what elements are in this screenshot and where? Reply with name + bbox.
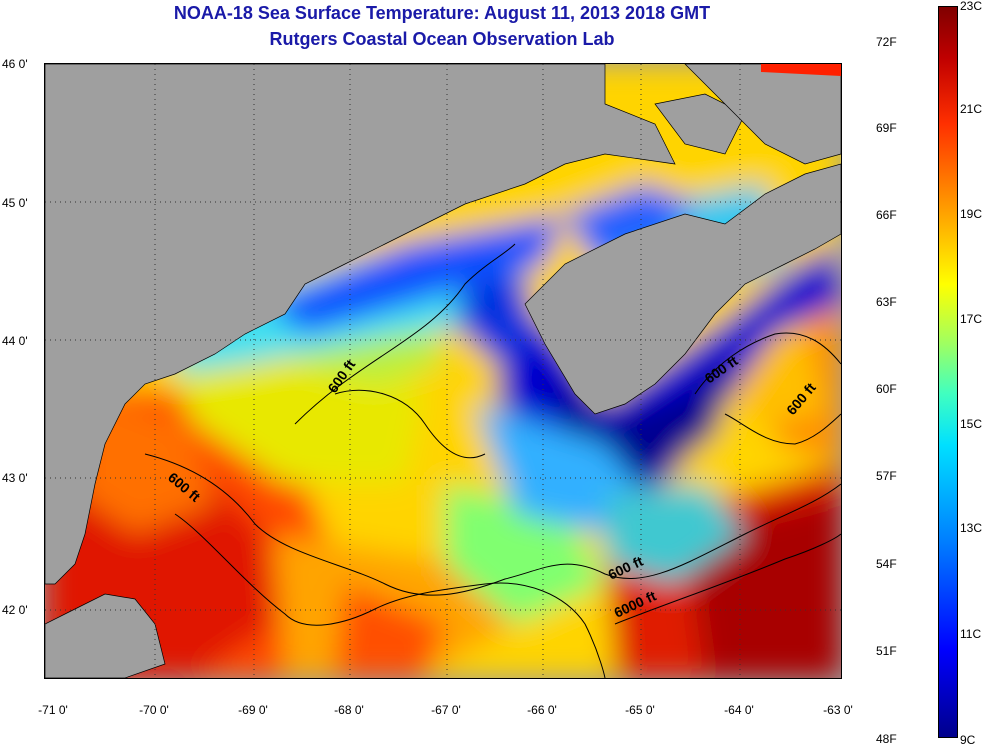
colorbar-c-label: 9C: [960, 733, 976, 747]
colorbar-c-label: 15C: [960, 417, 983, 431]
colorbar-c-label: 21C: [960, 102, 983, 116]
sst-map: 600 ft 600 ft 600 ft 600 ft 600 ft 6000 …: [44, 63, 842, 679]
lon-label: -66 0': [527, 703, 557, 717]
colorbar-f-label: 63F: [876, 295, 897, 309]
lat-label: 42 0': [2, 603, 28, 617]
lon-label: -67 0': [431, 703, 461, 717]
lon-label: -63 0': [823, 703, 853, 717]
colorbar-c-label: 23C: [960, 0, 983, 13]
colorbar-f-label: 66F: [876, 208, 897, 222]
lon-label: -69 0': [238, 703, 268, 717]
lat-label: 44 0': [2, 334, 28, 348]
lon-label: -70 0': [139, 703, 169, 717]
colorbar-c-label: 19C: [960, 207, 983, 221]
lat-label: 46 0': [2, 57, 28, 71]
colorbar-c-label: 11C: [960, 627, 982, 641]
colorbar-f-label: 48F: [876, 732, 897, 746]
colorbar-f-label: 54F: [876, 557, 897, 571]
lon-label: -71 0': [38, 703, 68, 717]
lon-label: -64 0': [724, 703, 754, 717]
sst-map-canvas: 600 ft 600 ft 600 ft 600 ft 600 ft 6000 …: [45, 64, 841, 678]
lon-label: -65 0': [625, 703, 655, 717]
colorbar-c-label: 17C: [960, 312, 983, 326]
warm-patch: [761, 64, 841, 76]
lon-label: -68 0': [334, 703, 364, 717]
bathymetry-contours: [144, 243, 841, 678]
map-title: NOAA-18 Sea Surface Temperature: August …: [173, 3, 711, 23]
colorbar-f-label: 69F: [876, 121, 897, 135]
colorbar-c-label: 13C: [960, 521, 983, 535]
lat-label: 43 0': [2, 471, 28, 485]
map-subtitle: Rutgers Coastal Ocean Observation Lab: [269, 29, 615, 49]
temperature-colorbar: [938, 6, 958, 738]
colorbar-f-label: 72F: [876, 35, 897, 49]
colorbar-f-label: 60F: [876, 382, 897, 396]
colorbar-f-label: 57F: [876, 469, 897, 483]
colorbar-f-label: 51F: [876, 644, 897, 658]
lat-label: 45 0': [2, 196, 28, 210]
land: [45, 64, 841, 678]
